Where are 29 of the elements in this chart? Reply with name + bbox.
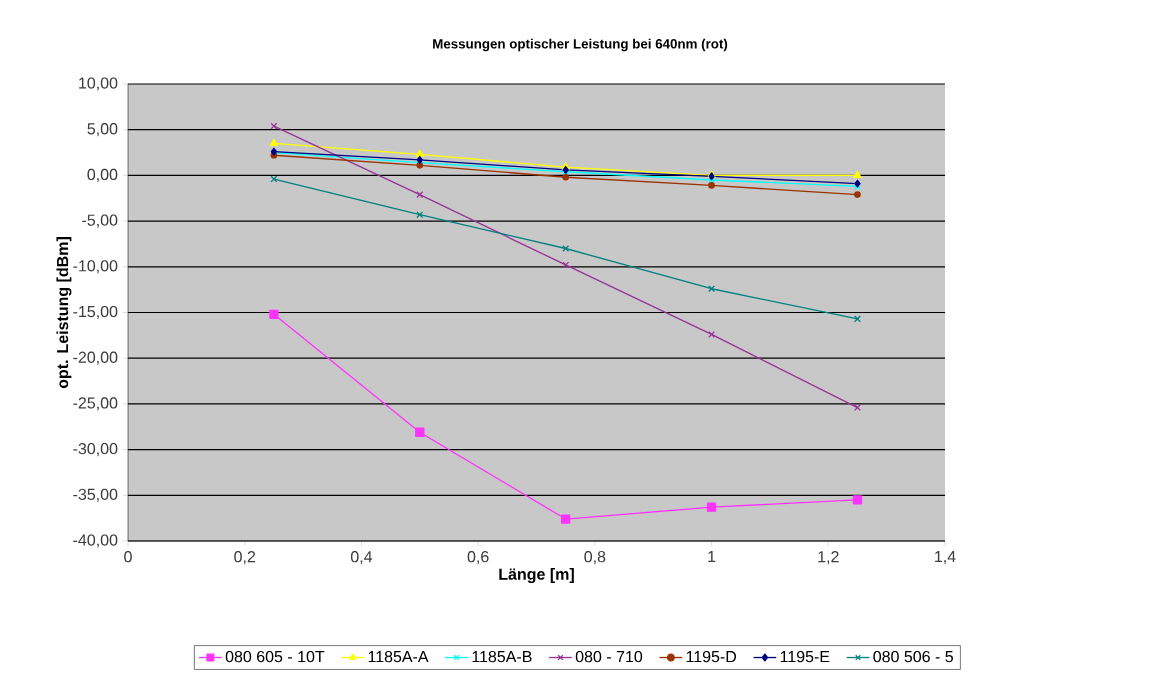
y-tick-label: -25,00 xyxy=(73,397,118,411)
x-tick-label: 0,2 xyxy=(234,551,256,565)
legend-label: 080 605 - 10T xyxy=(225,650,325,663)
legend-label: 080 506 - 5 xyxy=(873,650,953,663)
y-tick-label: 5,00 xyxy=(87,123,118,137)
x-tick-label: 1,2 xyxy=(818,551,839,565)
legend-label: 080 - 710 xyxy=(575,650,643,663)
y-tick-label: -20,00 xyxy=(73,351,118,365)
x-axis-title: Länge [m] xyxy=(499,568,574,584)
x-tick-label: 0,6 xyxy=(467,551,489,565)
y-tick-label: 0,00 xyxy=(87,168,118,183)
legend-label: 1185A-A xyxy=(368,650,429,663)
legend-label: 1195-D xyxy=(686,650,737,663)
x-tick-label: 1,4 xyxy=(935,551,956,565)
y-tick-label: 10,00 xyxy=(79,77,118,91)
legend-label: 1195-E xyxy=(780,650,830,663)
y-axis-title: opt. Leistung [dBm] xyxy=(56,237,72,389)
x-tick-label: 0,8 xyxy=(584,551,606,565)
y-tick-label: -10,00 xyxy=(73,260,118,274)
chart-title: Messungen optischer Leistung bei 640nm (rot) xyxy=(433,38,728,52)
legend-label: 1185A-B xyxy=(472,650,532,663)
y-tick-label: -40,00 xyxy=(73,534,118,548)
y-tick-label: -30,00 xyxy=(73,442,118,457)
x-tick-label: 0 xyxy=(124,551,132,563)
y-tick-label: -15,00 xyxy=(73,305,118,320)
x-tick-label: 1 xyxy=(708,551,716,563)
y-tick-label: -35,00 xyxy=(73,488,118,502)
x-tick-label: 0,4 xyxy=(350,551,373,565)
y-tick-label: -5,00 xyxy=(82,214,118,228)
